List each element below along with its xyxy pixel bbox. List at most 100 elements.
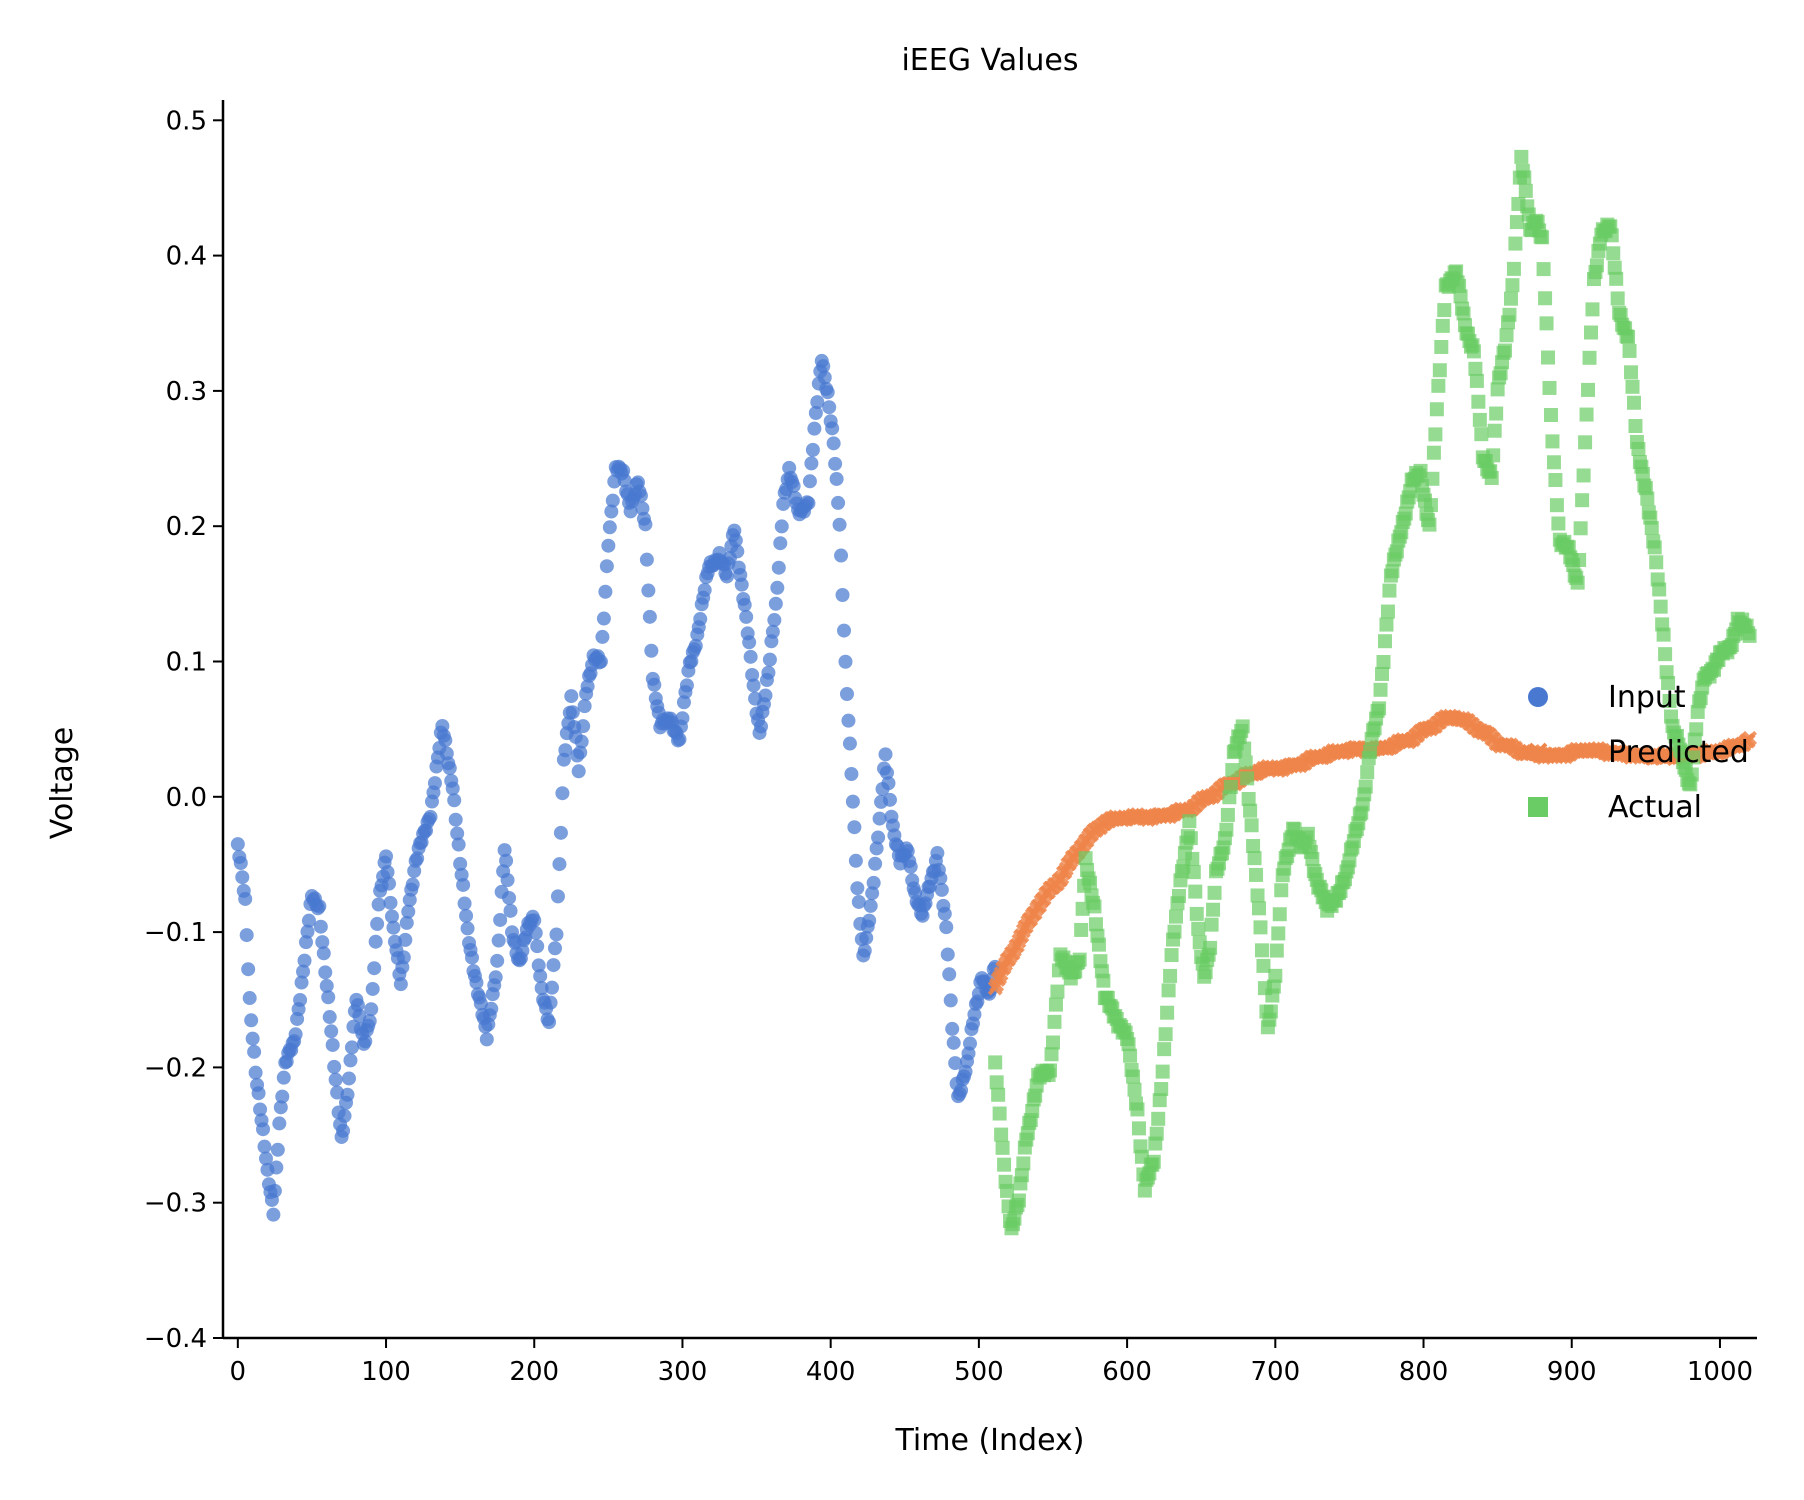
actual-point (1204, 917, 1219, 932)
input-point (405, 877, 420, 892)
input-point (488, 970, 503, 985)
input-point (805, 442, 820, 457)
input-point (502, 890, 517, 905)
actual-point (1163, 968, 1178, 983)
actual-point (1011, 1193, 1026, 1208)
actual-point (1572, 552, 1587, 567)
input-point (352, 1008, 367, 1023)
input-point (253, 1102, 268, 1117)
input-point (364, 1002, 379, 1017)
input-point (368, 934, 383, 949)
x-tick-label: 200 (509, 1357, 559, 1387)
actual-point (1493, 366, 1508, 381)
actual-point (1220, 807, 1235, 822)
actual-point (1223, 779, 1238, 794)
input-point (337, 1108, 352, 1123)
input-point (737, 597, 752, 612)
input-point (257, 1139, 272, 1154)
actual-point (988, 1055, 1003, 1070)
actual-point (1489, 406, 1504, 421)
input-point (248, 1065, 263, 1080)
actual-point (1188, 884, 1203, 899)
input-point (451, 837, 466, 852)
input-point (770, 580, 785, 595)
actual-point (1007, 1211, 1022, 1226)
input-point (638, 517, 653, 532)
input-point (577, 699, 592, 714)
actual-point (1249, 867, 1264, 882)
y-tick-label: −0.3 (144, 1189, 207, 1219)
actual-point (1256, 958, 1271, 973)
input-point (697, 583, 712, 598)
input-point (235, 870, 250, 885)
actual-point (1575, 493, 1590, 508)
input-point (500, 873, 515, 888)
input-point (617, 473, 632, 488)
input-point (266, 1207, 281, 1222)
actual-point (1517, 170, 1532, 185)
input-point (340, 1087, 355, 1102)
input-point (294, 975, 309, 990)
actual-point (1380, 604, 1395, 619)
input-point (230, 837, 245, 852)
actual-point (1185, 851, 1200, 866)
actual-point (1247, 851, 1262, 866)
actual-point (1379, 617, 1394, 632)
input-point (580, 679, 595, 694)
input-point (768, 596, 783, 611)
input-point (497, 843, 512, 858)
actual-point (1509, 215, 1524, 230)
actual-point (1548, 473, 1563, 488)
actual-point (1581, 382, 1596, 397)
actual-point (1254, 943, 1269, 958)
input-point (542, 1015, 557, 1030)
actual-point (1072, 952, 1087, 967)
input-point (469, 975, 484, 990)
input-point (298, 935, 313, 950)
input-point (239, 928, 254, 943)
actual-point (1432, 363, 1447, 378)
actual-point (1266, 979, 1281, 994)
input-point (807, 421, 822, 436)
actual-point (1506, 261, 1521, 276)
x-tick-label: 800 (1399, 1357, 1449, 1387)
actual-point (1640, 491, 1655, 506)
x-tick-label: 100 (361, 1357, 411, 1387)
input-point (528, 925, 543, 940)
actual-point (1238, 755, 1253, 770)
actual-point (1074, 922, 1089, 937)
input-point (358, 1034, 373, 1049)
input-point (365, 981, 380, 996)
actual-point (1538, 291, 1553, 306)
input-point (810, 395, 825, 410)
actual-point (1469, 373, 1484, 388)
input-point (499, 853, 514, 868)
actual-point (1237, 741, 1252, 756)
input-point (401, 904, 416, 919)
actual-point (1252, 901, 1267, 916)
input-point (635, 501, 650, 516)
actual-point (1582, 350, 1597, 365)
actual-point (1472, 412, 1487, 427)
input-point (599, 559, 614, 574)
actual-point (1169, 909, 1184, 924)
input-point (754, 719, 769, 734)
input-point (851, 894, 866, 909)
input-point (865, 886, 880, 901)
actual-point (1638, 481, 1653, 496)
input-point (872, 811, 887, 826)
input-point (396, 950, 411, 965)
input-point (533, 969, 548, 984)
actual-point (1048, 997, 1063, 1012)
series-input (230, 353, 1003, 1222)
input-point (647, 677, 662, 692)
input-point (490, 953, 505, 968)
actual-point (1096, 973, 1111, 988)
input-point (834, 548, 849, 563)
input-point (844, 767, 859, 782)
actual-point (1674, 744, 1689, 759)
input-point (445, 781, 460, 796)
input-point (269, 1160, 284, 1175)
actual-point (1151, 1111, 1166, 1126)
input-point (774, 519, 789, 534)
